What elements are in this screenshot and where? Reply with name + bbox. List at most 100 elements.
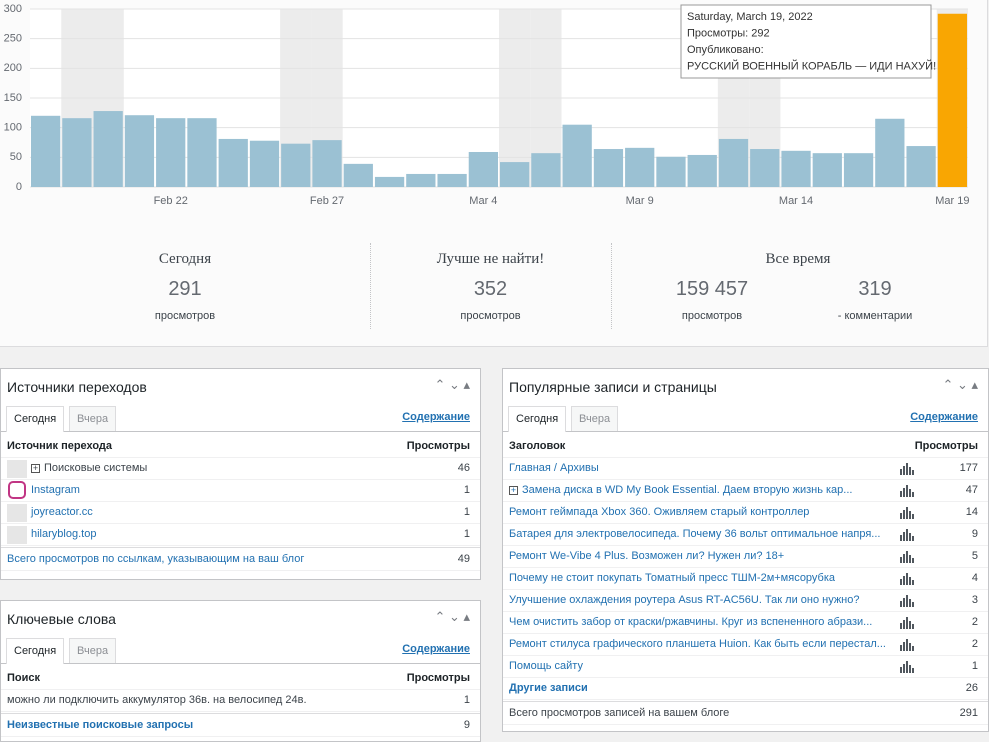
row-name[interactable]: Instagram xyxy=(31,479,80,501)
row-name[interactable]: Ремонт We-Vibe 4 Plus. Возможен ли? Нуже… xyxy=(509,545,784,567)
row-name-text: можно ли подключить аккумулятор 36в. на … xyxy=(7,694,307,706)
stat: Все время 159 457 просмотров 319 - комментар… xyxy=(611,243,985,329)
widget-title: Источники переходов xyxy=(7,379,147,395)
stat-label: просмотров xyxy=(681,310,743,322)
tab[interactable]: Сегодня xyxy=(508,406,567,432)
icon-bar xyxy=(903,466,905,475)
tab[interactable]: Сегодня xyxy=(6,638,65,664)
row-views: 2 xyxy=(971,616,978,628)
icon-bar xyxy=(900,491,902,497)
x-tick-label: Mar 4 xyxy=(469,195,497,207)
row-name[interactable]: joyreactor.cc xyxy=(31,501,93,523)
row-name-text: Ремонт We-Vibe 4 Plus. Возможен ли? Нуже… xyxy=(509,550,785,562)
row-name[interactable]: + Замена диска в WD My Book Essential. Да… xyxy=(509,479,852,501)
tab[interactable]: Вчера xyxy=(69,638,117,663)
table-row: Instagram 1 xyxy=(1,479,480,502)
y-tick-label: 100 xyxy=(4,122,22,134)
row-views: 9 xyxy=(971,528,978,540)
chart-icon[interactable] xyxy=(900,593,914,607)
widget-controls[interactable]: ⌃ ⌄ ▴ xyxy=(434,609,470,624)
column-views: Просмотры xyxy=(914,440,978,452)
chart-icon[interactable] xyxy=(900,527,914,541)
table-row: Ремонт стилуса графического планшета Hui… xyxy=(503,633,988,656)
y-tick-label: 200 xyxy=(4,62,22,74)
tab[interactable]: Сегодня xyxy=(6,406,65,432)
icon-bar xyxy=(912,558,914,563)
chart-icon[interactable] xyxy=(900,659,914,673)
row-views: 5 xyxy=(971,550,978,562)
referrers-widget: Источники переходов ⌃ ⌄ ▴ Сегодня Вчера Соде… xyxy=(0,368,481,580)
widget-controls[interactable]: ⌃ ⌄ ▴ xyxy=(942,377,978,392)
source-icon xyxy=(7,526,27,544)
icon-bar xyxy=(906,661,908,673)
icon-bar xyxy=(906,595,908,607)
icon-bar xyxy=(906,485,908,497)
table-row: можно ли подключить аккумулятор 36в. на … xyxy=(1,689,480,712)
icon-bar xyxy=(909,467,911,475)
icon-bar xyxy=(900,623,902,629)
row-name[interactable]: Чем очистить забор от краски/ржавчины. К… xyxy=(509,611,872,633)
row-name[interactable]: + Поисковые системы xyxy=(31,457,147,479)
widget-controls[interactable]: ⌃ ⌄ ▴ xyxy=(434,377,470,392)
row-name[interactable]: Главная / Архивы xyxy=(509,457,599,479)
icon-bar xyxy=(909,599,911,607)
chart-icon[interactable] xyxy=(900,615,914,629)
bar xyxy=(218,138,248,187)
stats-panel: 0 50 100 150 200 250 300 Feb 22 Feb 27 Mar 4 Mar 9… xyxy=(0,0,988,347)
row-name[interactable]: Улучшение охлаждения роутера Asus RT-AC5… xyxy=(509,589,860,611)
y-tick-label: 250 xyxy=(4,33,22,45)
stat: Лучше не найти! 352 просмотров xyxy=(370,243,611,329)
chart-icon[interactable] xyxy=(900,571,914,585)
bar xyxy=(62,118,92,187)
icon-bar xyxy=(903,576,905,585)
row-name-text: Чем очистить забор от краски/ржавчины. К… xyxy=(509,616,873,628)
row-name[interactable]: Почему не стоит покупать Томатный пресс … xyxy=(509,567,835,589)
chart-icon[interactable] xyxy=(900,549,914,563)
icon-bar xyxy=(912,580,914,585)
total-label[interactable]: Неизвестные поисковые запросы xyxy=(7,719,194,731)
widget-title: Ключевые слова xyxy=(7,611,116,627)
bar xyxy=(249,140,280,187)
icon-bar xyxy=(906,617,908,629)
stat-title: Сегодня xyxy=(158,251,212,267)
row-name[interactable]: Батарея для электровелосипеда. Почему 36… xyxy=(509,523,880,545)
icon-bar xyxy=(903,510,905,519)
bar xyxy=(312,140,342,187)
others-label[interactable]: Другие записи xyxy=(509,682,588,694)
chart-icon[interactable] xyxy=(900,637,914,651)
chart-icon[interactable] xyxy=(900,483,914,497)
tooltip-box xyxy=(680,4,932,79)
row-name-text: Батарея для электровелосипеда. Почему 36… xyxy=(509,528,881,540)
source-icon xyxy=(7,504,27,522)
icon-bar xyxy=(909,555,911,563)
chart-icon[interactable] xyxy=(900,505,914,519)
column-name: Источник перехода xyxy=(7,440,113,452)
tooltip-views: Просмотры: 292 xyxy=(687,27,770,39)
row-name[interactable]: Ремонт геймпада Xbox 360. Оживляем стары… xyxy=(509,501,809,523)
tab[interactable]: Вчера xyxy=(571,406,619,431)
expand-toggle[interactable]: + xyxy=(31,463,40,473)
chart-icon[interactable] xyxy=(900,461,914,475)
source-icon xyxy=(8,481,26,499)
row-name[interactable]: hilaryblog.top xyxy=(31,523,96,545)
table-row: Чем очистить забор от краски/ржавчины. К… xyxy=(503,611,988,634)
content-link[interactable]: Содержание xyxy=(910,411,978,423)
row-name[interactable]: Ремонт стилуса графического планшета Hui… xyxy=(509,633,886,655)
row-name-text: Замена диска в WD My Book Essential. Дае… xyxy=(522,484,853,496)
row-name[interactable]: Помощь сайту xyxy=(509,655,583,677)
total-views: 9 xyxy=(463,719,470,731)
tooltip-published: Опубликовано: xyxy=(687,44,764,56)
bar xyxy=(718,138,749,187)
content-link[interactable]: Содержание xyxy=(402,643,470,655)
bar xyxy=(281,143,311,187)
expand-toggle[interactable]: + xyxy=(509,485,518,495)
content-link[interactable]: Содержание xyxy=(402,411,470,423)
icon-bar xyxy=(900,535,902,541)
total-label[interactable]: Всего просмотров по ссылкам, указывающим… xyxy=(7,553,305,565)
bar xyxy=(343,163,373,187)
table-row: Главная / Архивы 177 xyxy=(503,457,988,480)
chart: 0 50 100 150 200 250 300 Feb 22 Feb 27 Mar 4 Mar 9… xyxy=(4,3,970,207)
total-views: 291 xyxy=(959,707,978,719)
tab[interactable]: Вчера xyxy=(69,406,117,431)
